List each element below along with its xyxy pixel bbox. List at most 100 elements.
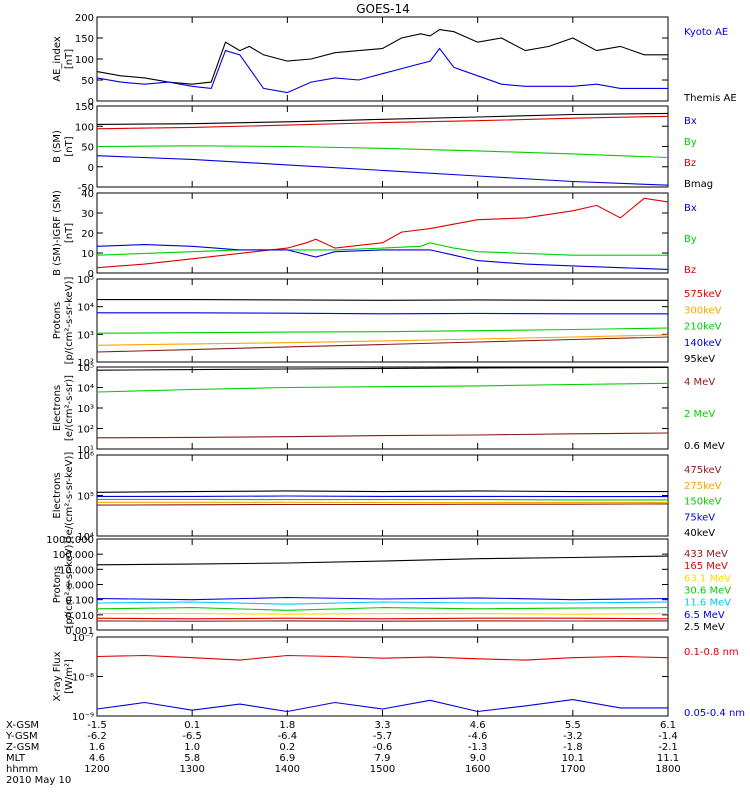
y-tick-label: 40 (81, 189, 94, 200)
y-tick-label: 10⁻⁸ (72, 673, 94, 684)
x-axis-row-value: 10.1 (562, 753, 584, 764)
y-tick-label: 20 (81, 229, 94, 240)
x-axis-row-value: 5.8 (184, 753, 200, 764)
series-line-95kev (97, 300, 668, 301)
y-tick-label: 100 (75, 55, 94, 66)
series-line-bz (97, 198, 668, 267)
series-line-150kev (97, 499, 668, 500)
x-axis-row-value: -6.2 (87, 731, 107, 742)
x-axis-row-label: Y-GSM (5, 731, 38, 742)
x-axis-row-value: 1.8 (279, 720, 295, 731)
panel-frame (97, 637, 668, 716)
y-tick-label: 10⁵ (77, 275, 94, 286)
panel-electrons2: 10⁴10⁵10⁶Electrons[e/(cm²-s-sr-keV)]475k… (52, 451, 722, 543)
x-axis-row-value: 9.0 (470, 753, 486, 764)
date-label: 2010 May 10 (6, 775, 71, 786)
y-axis-label: AE_index[nT] (52, 36, 75, 82)
series-line-0-1-0-8-nm (97, 656, 668, 661)
x-axis-row-value: 1.0 (184, 742, 200, 753)
panel-frame (97, 539, 668, 630)
x-axis-row-value: 1500 (370, 764, 395, 775)
legend-entry: 63.1 MeV (684, 573, 731, 584)
y-tick-label: 150 (75, 102, 94, 113)
legend-entry: 2.5 MeV (684, 622, 725, 633)
y-tick-label: 10 (81, 249, 94, 260)
legend-entry: Bx (684, 203, 697, 214)
y-axis-label-line: [W/m²] (64, 659, 75, 694)
panel-protons: 10²10³10⁴10⁵Protons[p/(cm²-s-sr-keV)]575… (52, 275, 722, 369)
series-line-30-6-mev (97, 608, 668, 611)
x-axis-row-label: hhmm (6, 764, 38, 775)
y-axis-label-line: [p/(cm²-s-sr-keV)] (64, 541, 75, 629)
y-axis-label-line: [e/(cm²-s-sr-keV)] (64, 452, 75, 540)
legend-entry: 140keV (684, 338, 722, 349)
y-tick-label: 0 (88, 163, 94, 174)
y-axis-label-line: Electrons (52, 472, 63, 518)
series-line-0-05-0-4-nm (97, 700, 668, 712)
x-axis-row-value: -1.5 (87, 720, 107, 731)
y-tick-label: 10³ (77, 330, 94, 341)
x-axis-row-value: -1.3 (468, 742, 488, 753)
series-line-300kev (97, 335, 668, 345)
series-line-210kev (97, 328, 668, 333)
y-axis-label-line: [e/(cm²-s-sr)] (64, 375, 75, 441)
y-axis-label: Electrons[e/(cm²-s-sr)] (52, 375, 75, 441)
legend-entry: Kyoto AE (684, 27, 728, 38)
legend-entry: Bz (684, 158, 696, 169)
legend-entry: 210keV (684, 322, 722, 333)
panel-protons_hi: 0.0010.0100.1001.00010.000100.0001000.00… (46, 535, 731, 637)
y-axis-label: B (SM)[nT] (52, 130, 75, 163)
legend-entry: 150keV (684, 497, 722, 508)
x-axis-row-value: 3.3 (375, 720, 391, 731)
y-axis-label-line: X-ray Flux (52, 651, 63, 701)
legend-entry: Bx (684, 116, 697, 127)
series-line-475kev (97, 504, 668, 505)
x-axis-row-value: 4.6 (89, 753, 105, 764)
y-tick-label: 10⁻⁷ (72, 633, 94, 644)
legend-entry: 0.05-0.4 nm (684, 708, 745, 719)
legend-entry: 575keV (684, 289, 722, 300)
y-tick-label: 10² (77, 425, 94, 436)
y-tick-label: 10⁴ (77, 384, 94, 395)
legend-entry: 95keV (684, 354, 715, 365)
x-axis-row-value: 6.1 (660, 720, 676, 731)
y-axis-label-line: Electrons (52, 385, 63, 431)
series-line-bz (97, 116, 668, 129)
x-axis-row-label: MLT (6, 753, 26, 764)
x-axis-row-value: 1700 (560, 764, 585, 775)
legend-entry: Themis AE (683, 93, 737, 104)
series-line-2-mev (97, 383, 668, 392)
series-line-by (97, 146, 668, 158)
legend-entry: 0.1-0.8 nm (684, 647, 739, 658)
x-axis-row-value: -0.6 (373, 742, 393, 753)
legend-entry: 433 MeV (684, 549, 728, 560)
legend-entry: 4 MeV (684, 377, 715, 388)
x-axis-row-value: -3.2 (563, 731, 583, 742)
panel-xray: 10⁻⁹10⁻⁸10⁻⁷X-ray Flux[W/m²]0.1-0.8 nm0.… (52, 633, 745, 723)
y-axis-label: Electrons[e/(cm²-s-sr-keV)] (52, 452, 75, 540)
legend-entry: Bz (684, 265, 696, 276)
series-line-bx (97, 156, 668, 186)
y-axis-label: Protons[p/(cm²-s-sr-keV)] (52, 277, 75, 365)
series-line-75kev (97, 496, 668, 497)
series-line-by (97, 243, 668, 255)
y-tick-label: 100 (75, 122, 94, 133)
legend-entry: 11.6 MeV (684, 598, 731, 609)
legend-entry: 6.5 MeV (684, 610, 725, 621)
y-tick-label: 50 (81, 76, 94, 87)
legend-entry: 475keV (684, 465, 722, 476)
y-tick-label: 10³ (77, 404, 94, 415)
y-axis-label-line: B (SM) (52, 130, 63, 163)
y-axis-label-line: [nT] (64, 49, 75, 69)
legend-entry: By (684, 234, 697, 245)
legend-entry: 0.6 MeV (684, 441, 725, 452)
x-axis-row-value: 0.1 (184, 720, 200, 731)
legend-entry: Bmag (684, 179, 713, 190)
y-axis-label-line: Protons (52, 302, 63, 339)
y-axis-label-line: [p/(cm²-s-sr-keV)] (64, 277, 75, 365)
y-axis-label: B (SM)-IGRF (SM)[nT] (52, 190, 75, 276)
x-axis-row-value: 5.5 (565, 720, 581, 731)
legend-entry: 40keV (684, 528, 715, 539)
y-tick-label: 10⁴ (77, 303, 94, 314)
